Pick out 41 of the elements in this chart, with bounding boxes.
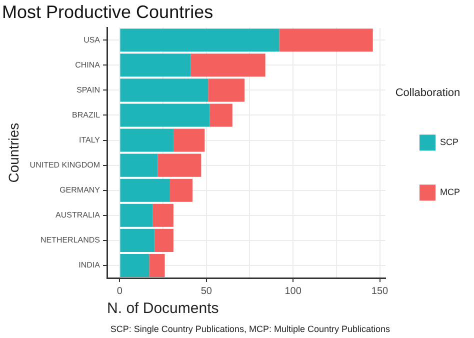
y-tick-label: CHINA: [75, 60, 101, 70]
text: SCP: Single Country Publications, MCP: Multiple Country Publications: [110, 324, 390, 334]
legend-title: Collaboration: [395, 86, 460, 99]
bar: [120, 128, 174, 152]
y-tick-label: NETHERLANDS: [40, 236, 100, 245]
bar: [120, 104, 210, 127]
bar: [208, 78, 245, 102]
y-tick-label: SPAIN: [76, 85, 100, 94]
y-tick-label: BRAZIL: [72, 110, 101, 120]
y-tick-label: GERMANY: [60, 186, 101, 195]
bar: [158, 154, 202, 177]
x-tick-label: 50: [200, 286, 212, 297]
x-axis-title: N. of Documents: [107, 300, 219, 318]
bar: [152, 204, 174, 227]
bar: [120, 254, 150, 277]
y-tick-label: UNITED KINGDOM: [30, 160, 100, 170]
bar: [120, 228, 154, 252]
bar: [120, 78, 208, 102]
legend-label: SCP: [440, 137, 459, 148]
y-tick-label: AUSTRALIA: [56, 210, 101, 220]
bar: [173, 128, 205, 152]
bar: [120, 54, 191, 77]
bar: [170, 178, 193, 202]
bar: [279, 28, 373, 52]
bar: [190, 54, 266, 77]
bar: [210, 104, 232, 127]
bar: [120, 178, 170, 202]
chart-title: Most Productive Countries: [2, 2, 214, 22]
bar: [154, 228, 174, 252]
y-tick-label: USA: [84, 35, 101, 44]
y-axis-title: Countries: [5, 122, 22, 183]
bar: [120, 204, 153, 227]
x-tick-label: 0: [116, 286, 123, 297]
x-tick-label: 150: [371, 286, 389, 297]
y-tick-label: ITALY: [78, 135, 101, 144]
bar: [120, 28, 280, 52]
bar: [149, 254, 165, 277]
y-tick-label: INDIA: [78, 260, 101, 270]
bar: [120, 154, 158, 177]
x-tick-label: 100: [284, 286, 302, 297]
legend-label: MCP: [440, 187, 460, 198]
